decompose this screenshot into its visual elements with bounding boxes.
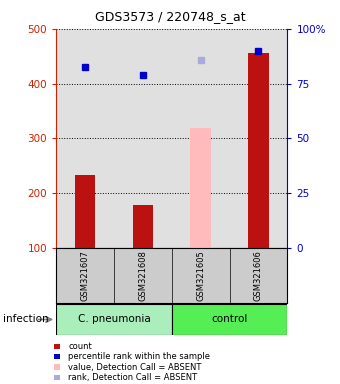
Bar [172,304,287,335]
Bar [190,128,211,248]
Text: percentile rank within the sample: percentile rank within the sample [68,352,210,361]
Text: count: count [68,342,92,351]
Bar [75,175,95,248]
Text: GDS3573 / 220748_s_at: GDS3573 / 220748_s_at [95,10,245,23]
Text: infection: infection [3,314,49,324]
Bar [56,304,172,335]
Text: value, Detection Call = ABSENT: value, Detection Call = ABSENT [68,362,202,372]
Text: C. pneumonia: C. pneumonia [78,314,150,324]
Text: GSM321607: GSM321607 [81,250,89,301]
Text: control: control [211,314,248,324]
Text: rank, Detection Call = ABSENT: rank, Detection Call = ABSENT [68,373,198,382]
Text: GSM321608: GSM321608 [138,250,147,301]
Bar [248,53,269,248]
Bar [133,205,153,248]
Text: GSM321606: GSM321606 [254,250,263,301]
Text: GSM321605: GSM321605 [196,250,205,301]
